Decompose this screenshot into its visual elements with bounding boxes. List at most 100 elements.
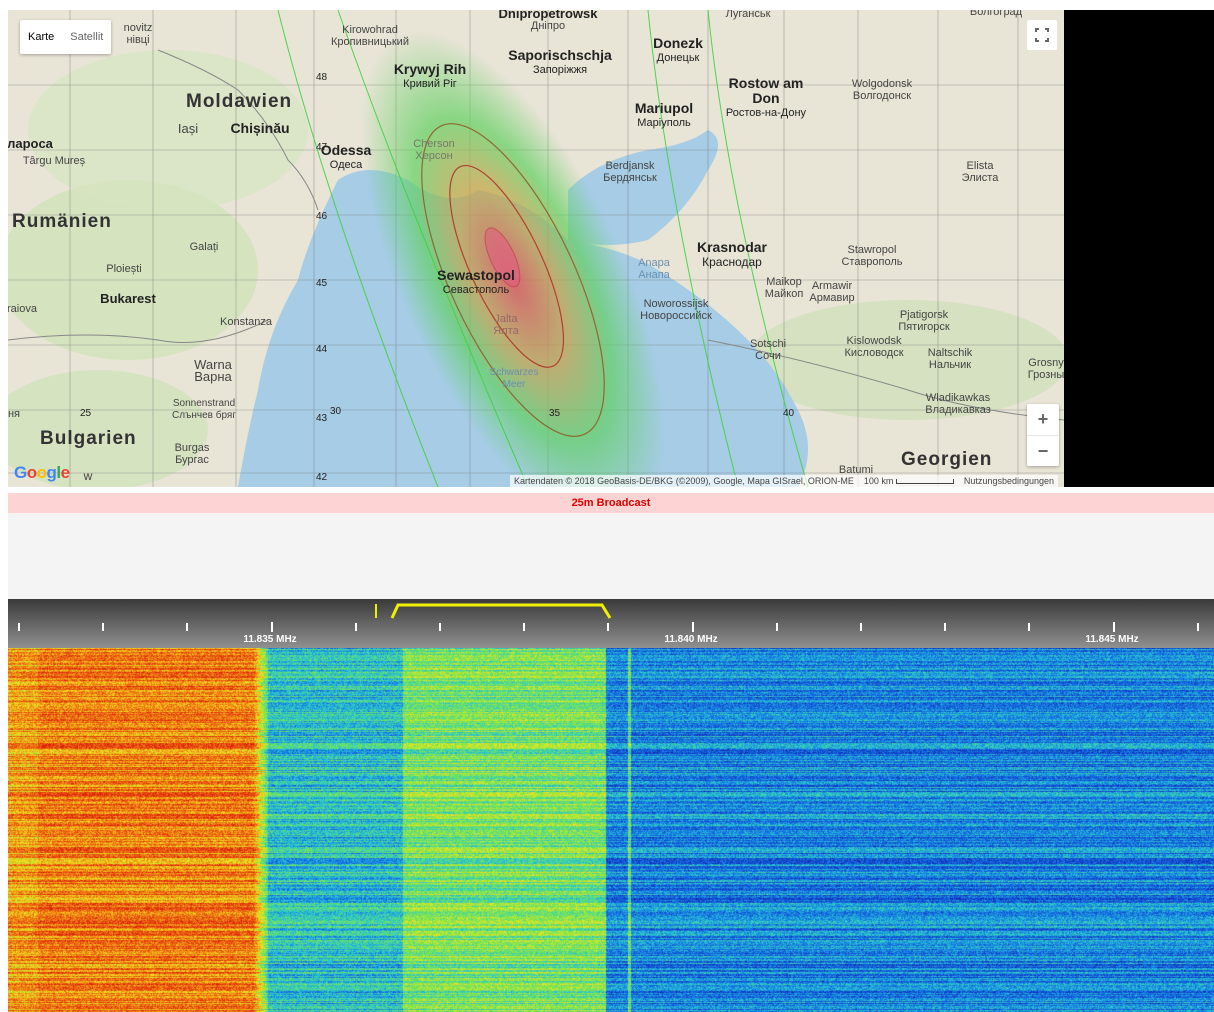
frequency-label: 11.835 MHz bbox=[243, 634, 297, 645]
city-label-sewastopol: Sewastopol Севастополь bbox=[437, 267, 515, 297]
city-label-maikop: Maikop Майкоп bbox=[764, 276, 804, 300]
city-label-armawir: Armawir Армавир bbox=[809, 280, 855, 304]
lat-number: 47 bbox=[316, 142, 328, 153]
frequency-tick bbox=[186, 623, 189, 631]
frequency-label: 11.840 MHz bbox=[664, 634, 718, 645]
city-label-odessa: Odessa Одеса bbox=[320, 142, 372, 172]
country-label-moldova: Moldawien bbox=[186, 91, 293, 112]
frequency-tick bbox=[270, 622, 273, 632]
city-label-noworossijsk: Noworossijsk Новороссийск bbox=[640, 298, 712, 322]
city-label-wolgograd: Волгоград bbox=[969, 10, 1023, 18]
frequency-tick bbox=[860, 623, 862, 631]
frequency-tick bbox=[18, 623, 20, 631]
map-type-satellite-button[interactable]: Satellit bbox=[70, 31, 104, 43]
city-label-mariupol: Mariupol Маріуполь bbox=[634, 100, 694, 130]
zoom-control: + − bbox=[1027, 404, 1059, 466]
city-label-bukarest: Bukarest bbox=[100, 291, 156, 306]
frequency-tick bbox=[691, 622, 694, 632]
google-logo: Google bbox=[14, 463, 70, 482]
lat-number: 42 bbox=[316, 472, 328, 483]
city-label-iasi: Iași bbox=[177, 121, 199, 136]
city-label-kirowohrad: Kirowohrad Кропивницький bbox=[331, 24, 409, 48]
waterfall-display[interactable] bbox=[8, 648, 1214, 1012]
spectrum-panel bbox=[8, 513, 1214, 599]
scale-text: 100 km bbox=[863, 476, 894, 486]
map-type-map-button[interactable]: Karte bbox=[28, 31, 55, 43]
city-label-anapa: Anapa Анапа bbox=[638, 257, 670, 281]
city-label-dnipro: Dnipropetrowsk Дніпро bbox=[498, 10, 598, 32]
map-base-layer bbox=[8, 10, 1064, 487]
country-label-georgia: Georgien bbox=[901, 449, 993, 470]
city-label-sotschi: Sotschi Сочи bbox=[749, 338, 787, 362]
lon-number: 25 bbox=[80, 408, 92, 419]
city-label-wolgodonsk: Wolgodonsk Волгодонск bbox=[851, 78, 913, 102]
fullscreen-button[interactable] bbox=[1027, 20, 1057, 50]
city-label-krasnodar: Krasnodar Краснодар bbox=[696, 239, 768, 270]
partial-label-novitz: novitz нівці bbox=[123, 22, 153, 46]
partial-label-nya: ня bbox=[8, 408, 21, 420]
city-label-luhansk: Луганськ bbox=[725, 10, 771, 20]
scale-indicator: 100 km bbox=[864, 476, 954, 486]
passband-indicator[interactable] bbox=[8, 599, 1214, 623]
terms-link[interactable]: Nutzungsbedingungen bbox=[963, 476, 1054, 486]
city-label-rostow: Rostow am Don Ростов-на-Дону bbox=[725, 75, 807, 120]
city-label-cherson: Cherson Херсон bbox=[413, 138, 455, 162]
lat-number: 43 bbox=[316, 413, 328, 424]
city-label-warna: Warna Варна bbox=[194, 357, 232, 384]
city-label-stawropol: Stawropol Ставрополь bbox=[841, 244, 903, 268]
band-label-bar[interactable]: 25m Broadcast bbox=[8, 493, 1214, 513]
frequency-scale[interactable]: 11.835 MHz 11.840 MHz 11.845 MHz bbox=[8, 599, 1214, 648]
city-label-burgas: Burgas Бургас bbox=[174, 442, 210, 466]
partial-label-napoca: лapoca bbox=[8, 136, 53, 151]
city-label-targu-mures: Târgu Mureș bbox=[22, 155, 86, 167]
city-label-donezk: Donezk Донецьк bbox=[653, 35, 703, 65]
partial-label-raiova: raiova bbox=[8, 303, 37, 315]
city-label-berdjansk: Berdjansk Бердянськ bbox=[603, 160, 657, 184]
scale-bar bbox=[895, 479, 954, 484]
map-attribution: Kartendaten © 2018 GeoBasis-DE/BKG (©200… bbox=[509, 475, 1058, 487]
city-label-wladikawkas: Wladikawkas Владикавказ bbox=[925, 392, 991, 416]
city-label-grosny: Grosny Грозны bbox=[1027, 357, 1064, 381]
city-label-kislowodsk: Kislowodsk Кисловодск bbox=[844, 335, 904, 359]
frequency-tick bbox=[1196, 623, 1199, 631]
city-label-elista: Elista Элиста bbox=[961, 160, 999, 184]
frequency-tick bbox=[1112, 622, 1115, 632]
zoom-out-button[interactable]: − bbox=[1037, 441, 1049, 461]
frequency-label: 11.845 MHz bbox=[1085, 634, 1139, 645]
country-label-bulgaria: Bulgarien bbox=[40, 428, 137, 449]
fullscreen-icon bbox=[1035, 28, 1049, 42]
frequency-tick bbox=[439, 623, 441, 631]
map-type-control: Karte Satellit bbox=[20, 20, 112, 54]
lat-number: 46 bbox=[316, 211, 328, 222]
city-label-saporischschja: Saporischschja Запоріжжя bbox=[508, 47, 612, 77]
lat-number: 44 bbox=[316, 344, 328, 355]
frequency-tick bbox=[523, 623, 526, 631]
city-label-ploiesti: Ploiești bbox=[106, 263, 142, 275]
zoom-in-button[interactable]: + bbox=[1027, 404, 1059, 436]
frequency-tick bbox=[607, 623, 610, 631]
frequency-tick bbox=[1028, 623, 1031, 631]
map-view[interactable]: Moldawien Rumänien Bulgarien Georgien Dn… bbox=[8, 10, 1064, 487]
city-label-jalta: Jalta Ялта bbox=[493, 313, 519, 337]
city-label-krywyj-rih: Krywyj Rih Кривий Ріг bbox=[393, 61, 467, 91]
country-label-romania: Rumänien bbox=[12, 211, 112, 232]
city-label-galati: Galați bbox=[189, 241, 219, 253]
frequency-tick bbox=[354, 623, 357, 631]
city-label-batumi: Batumi bbox=[838, 464, 874, 476]
frequency-tick bbox=[775, 623, 778, 631]
lat-number: 45 bbox=[316, 278, 328, 289]
city-label-chisinau: Chișinău bbox=[230, 120, 290, 136]
lon-number: 40 bbox=[783, 408, 795, 419]
city-label-pjatigorsk: Pjatigorsk Пятигорск bbox=[898, 309, 950, 333]
attribution-text: Kartendaten © 2018 GeoBasis-DE/BKG (©200… bbox=[513, 476, 854, 486]
city-label-sonnenstrand: Sonnenstrand Слънчев бряг bbox=[172, 398, 236, 421]
city-label-naltschik: Naltschik Нальчик bbox=[927, 347, 973, 371]
city-label-konstanza: Konstanza bbox=[220, 316, 272, 328]
sea-label: Schwarzes Meer bbox=[489, 367, 539, 390]
lon-number: 30 bbox=[330, 406, 342, 417]
frequency-tick bbox=[102, 623, 105, 631]
map-black-margin bbox=[1064, 10, 1214, 487]
lat-number: 48 bbox=[316, 72, 328, 83]
partial-label-w: w bbox=[83, 469, 93, 483]
frequency-tick bbox=[944, 623, 947, 631]
